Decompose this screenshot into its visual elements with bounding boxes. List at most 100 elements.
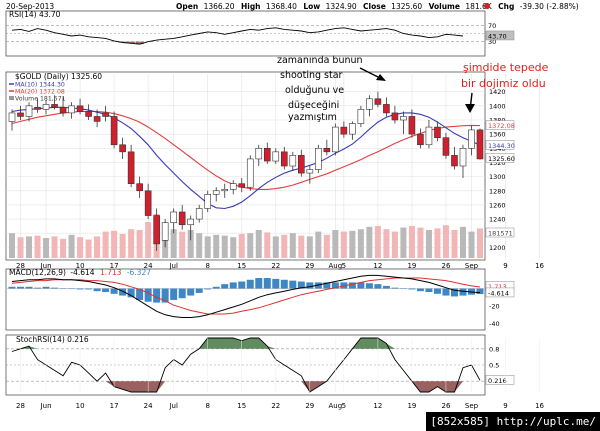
macd-histogram-bar	[93, 288, 101, 292]
price-panel-frame	[5, 71, 486, 261]
volume-label: Volume	[429, 2, 460, 11]
macd-histogram-bar	[195, 288, 203, 293]
x-tick-label-bottom: 26	[442, 402, 451, 410]
volume-value: 181.6K	[465, 2, 492, 11]
volume-bar	[111, 230, 118, 258]
macd-histogram-bar	[204, 288, 212, 290]
volume-bar	[366, 226, 373, 258]
volume-bar	[85, 239, 92, 258]
candle-body	[144, 190, 152, 216]
rsi-tick-label: 70	[488, 22, 496, 30]
volume-bar	[272, 236, 279, 258]
x-tick-label-bottom: 24	[144, 402, 153, 410]
macd-histogram-bar	[289, 280, 297, 289]
macd-histogram-bar	[8, 286, 16, 289]
candle-body	[323, 148, 331, 153]
candle-body	[476, 129, 484, 160]
candle-body	[246, 158, 254, 188]
candle-body	[255, 148, 263, 160]
macd-histogram-bar	[450, 288, 458, 297]
stoch-tick-label: 0.8	[489, 345, 499, 353]
macd-value-1: -4.614	[70, 268, 94, 277]
macd-histogram-bar	[17, 286, 25, 289]
volume-bar	[306, 236, 313, 258]
x-tick-label-mid: 24	[144, 262, 153, 270]
macd-histogram-bar	[212, 286, 220, 289]
candle-body	[212, 190, 220, 195]
macd-histogram-bar	[255, 278, 263, 289]
volume-bar	[68, 234, 75, 258]
macd-histogram-bar	[365, 283, 373, 289]
macd-value-3: -6.327	[127, 268, 151, 277]
stoch-line	[11, 337, 481, 393]
macd-histogram-bar	[408, 288, 416, 290]
macd-histogram-bar	[144, 288, 152, 302]
volume-bar	[477, 228, 483, 258]
annotation-black-line-1: zamanında bunun	[277, 55, 363, 66]
candle-body	[221, 189, 229, 192]
image-footer: [852x585] http://uplc.me/	[426, 412, 600, 431]
price-tick-label: 1260	[489, 201, 506, 209]
volume-bar	[196, 233, 203, 258]
stoch-overbought-fill	[12, 338, 480, 349]
high-value: 1368.40	[266, 2, 297, 11]
x-tick-label-bottom: 22	[271, 402, 280, 410]
price-tag-2: 1325.60	[488, 155, 515, 163]
price-tag-2-box	[485, 153, 515, 163]
candle-body	[178, 211, 186, 226]
volume-bar	[51, 236, 58, 258]
candle-body	[17, 112, 24, 117]
candle-body	[170, 211, 177, 223]
stoch-title: StochRSI(14) 0.216	[16, 335, 89, 344]
annotation-black-line-4: düşeceğini	[288, 100, 339, 111]
candle-body	[263, 148, 271, 162]
x-tick-label-bottom: 16	[535, 402, 544, 410]
macd-histogram-bar	[433, 288, 441, 294]
legend-ma10: MA(10) 1344.30	[9, 82, 65, 89]
volume-bar	[119, 234, 126, 258]
rsi-current-label-box	[485, 30, 515, 41]
volume-bar	[425, 230, 432, 258]
macd-value-tag-box	[485, 287, 515, 298]
macd-histogram-bar	[59, 288, 67, 290]
volume-bar	[298, 235, 305, 258]
chart-date: 20-Sep-2013	[6, 2, 54, 11]
x-tick-label-mid: Sep	[465, 262, 479, 270]
macd-tick-label: -40	[489, 320, 500, 328]
close-value: 1325.60	[391, 2, 422, 11]
macd-histogram-bar	[136, 288, 144, 300]
x-tick-label-bottom: 10	[76, 402, 85, 410]
candle-body	[400, 116, 407, 121]
macd-histogram-bar	[25, 286, 33, 289]
candle-body	[136, 183, 143, 192]
chg-down-icon	[484, 3, 490, 9]
macd-histogram-bar	[272, 278, 280, 289]
price-tick-label: 1300	[489, 173, 506, 181]
volume-bar	[281, 234, 288, 258]
candle-body	[229, 183, 237, 190]
candle-body	[332, 126, 339, 153]
price-tag-0-box	[485, 120, 515, 130]
volume-bar	[221, 235, 228, 258]
x-tick-label-mid: 5	[342, 262, 346, 270]
svg-text:Open 1366.20 High: Open 1366.20 High 1368.40 Low 1324.90 Cl…	[176, 2, 579, 11]
macd-histogram-bar	[280, 279, 288, 289]
macd-histogram-bar	[68, 288, 76, 290]
candle-body	[238, 183, 246, 188]
candle-body	[42, 104, 50, 110]
macd-value-2: 1.713	[100, 268, 122, 277]
macd-histogram-bar	[170, 288, 178, 300]
price-tick-label: 1280	[489, 187, 506, 195]
macd-histogram-bar	[331, 282, 339, 289]
candle-body	[25, 105, 33, 117]
candle-body	[340, 126, 348, 135]
x-tick-label-mid: 19	[407, 262, 416, 270]
candle-body	[34, 106, 41, 110]
price-tick-label: 1400	[489, 102, 506, 110]
candle-body	[110, 116, 118, 146]
macd-histogram-bar	[246, 279, 254, 289]
volume-bar	[434, 228, 441, 258]
volume-bar	[451, 230, 458, 258]
macd-histogram-bar	[416, 288, 424, 292]
x-tick-label-mid: 17	[110, 262, 119, 270]
